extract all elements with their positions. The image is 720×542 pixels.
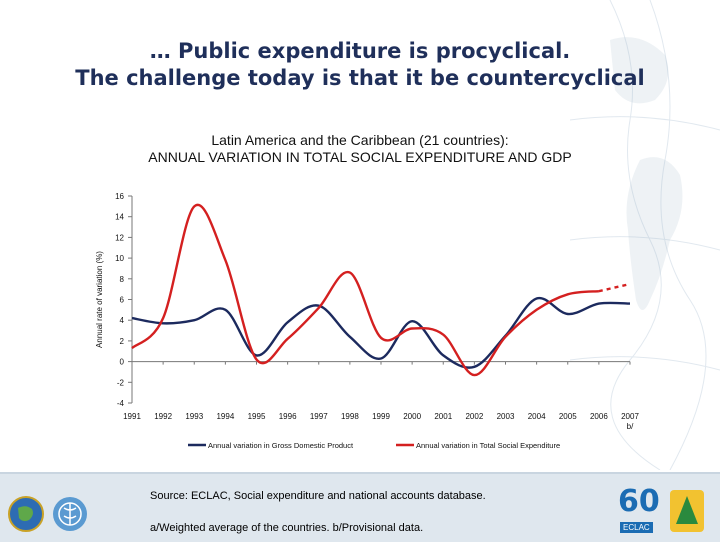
chart-title-line-1: Latin America and the Caribbean (21 coun… [211,132,509,148]
x-tick-label: 1999 [372,412,390,421]
x-tick-sublabel: b/ [627,422,634,431]
slide-title-line-2: The challenge today is that it be counte… [75,66,645,90]
y-tick-label: 16 [115,192,124,201]
anniversary-badge-icon [670,490,704,532]
y-tick-label: 14 [115,213,124,222]
x-tick-label: 2003 [497,412,515,421]
x-tick-label: 1991 [123,412,141,421]
chart-title: Latin America and the Caribbean (21 coun… [60,132,660,166]
x-tick-label: 1998 [341,412,359,421]
y-tick-label: 8 [120,275,125,284]
y-tick-label: 12 [115,233,124,242]
footer-bar: Source: ECLAC, Social expenditure and na… [0,472,720,542]
footnote: a/Weighted average of the countries. b/P… [150,522,424,534]
y-axis-label: Annual rate of variation (%) [95,251,104,348]
line-chart: 16 14 12 10 8 6 4 2 0 -2 -4 1991 1992 1993 1994 1995 199… [95,192,639,450]
legend-label: Annual variation in Gross Domestic Produ… [208,441,354,450]
decorative-map-graphic [570,0,720,470]
series-line-gdp [131,296,631,369]
globe-emblem-icon [8,496,44,532]
y-tick-label: 2 [120,337,125,346]
y-tick-label: -4 [117,399,125,408]
chart-title-line-2: ANNUAL VARIATION IN TOTAL SOCIAL EXPENDI… [148,149,572,165]
anniversary-logo-number: 60 [618,484,660,519]
anniversary-logo-label: ECLAC [620,522,653,533]
y-tick-label: 10 [115,254,124,263]
health-emblem-icon [53,497,87,531]
anniversary-logo: 60 ECLAC [614,484,710,538]
series-line-social-expenditure [131,203,600,377]
y-tick-label: 6 [120,296,125,305]
x-tick-label: 1992 [154,412,172,421]
x-tick-label: 2007 [621,412,639,421]
x-tick-label: 2001 [434,412,452,421]
slide-title: … Public expenditure is procyclical. The… [0,38,720,92]
x-tick-label: 2002 [465,412,483,421]
x-tick-label: 2004 [528,412,546,421]
x-tick-label: 2006 [590,412,608,421]
x-tick-label: 1994 [216,412,234,421]
slide-title-line-1: … Public expenditure is procyclical. [149,39,571,63]
x-tick-label: 1995 [248,412,266,421]
y-tick-label: 4 [120,316,125,325]
legend-label: Annual variation in Total Social Expendi… [416,441,560,450]
y-tick-label: 0 [120,358,125,367]
y-tick-label: -2 [117,378,125,387]
series-line-projection [598,282,631,293]
source-note: Source: ECLAC, Social expenditure and na… [150,490,486,502]
x-tick-label: 2000 [403,412,421,421]
x-tick-label: 1997 [310,412,328,421]
x-tick-label: 2005 [559,412,577,421]
x-tick-label: 1996 [279,412,297,421]
x-tick-label: 1993 [185,412,203,421]
